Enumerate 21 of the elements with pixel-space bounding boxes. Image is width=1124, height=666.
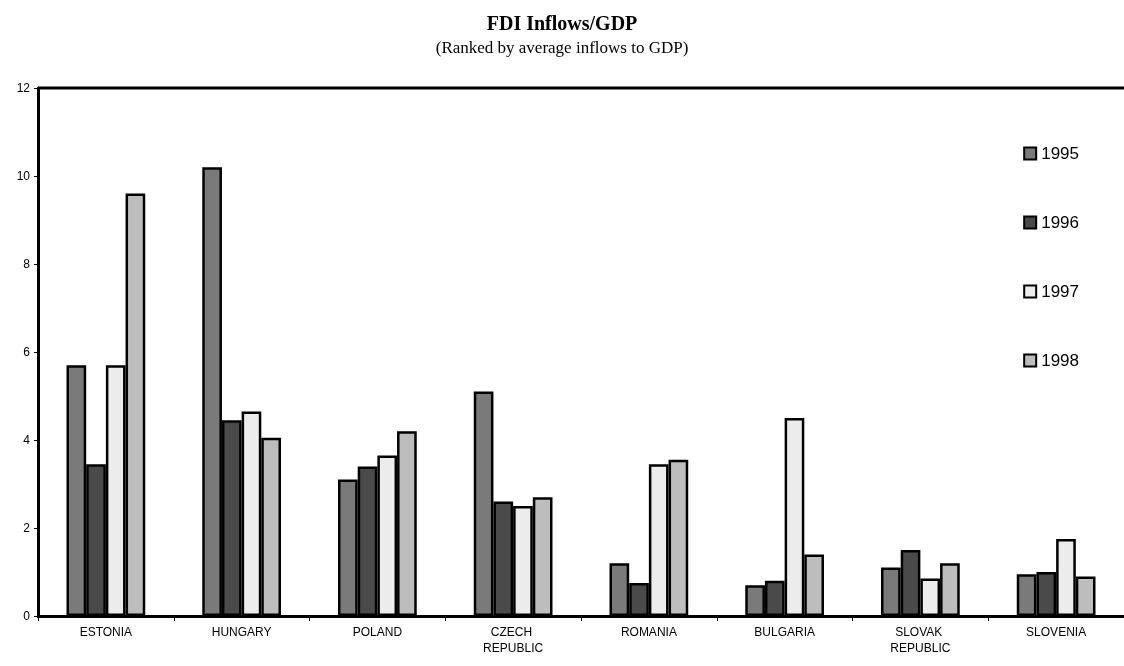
y-tick-label: 8 [23,257,31,271]
x-tick-label: BULGARIA [754,625,815,639]
y-tick-label: 10 [16,169,31,183]
chart-title: FDI Inflows/GDP [486,12,638,34]
legend-label: 1996 [1041,213,1080,232]
x-tick-label: POLAND [352,625,403,639]
legend-label: 1995 [1041,144,1080,163]
x-tick-label: ESTONIA [79,625,133,639]
x-tick-label: SLOVENIA [1026,625,1087,639]
y-tick-label: 6 [23,345,31,359]
y-tick-label: 0 [23,609,31,623]
x-tick-label: CZECH REPUBLIC [483,625,544,655]
x-tick-label: SLOVAK REPUBLIC [890,625,951,655]
x-tick-label: ROMANIA [620,625,677,639]
chart-subtitle: (Ranked by average inflows to GDP) [435,38,689,57]
legend-label: 1998 [1041,351,1080,370]
y-tick-label: 4 [23,433,31,447]
y-tick-label: 2 [23,521,31,535]
legend-label: 1997 [1041,282,1080,301]
x-tick-label: HUNGARY [211,625,272,639]
y-tick-label: 12 [16,81,31,95]
